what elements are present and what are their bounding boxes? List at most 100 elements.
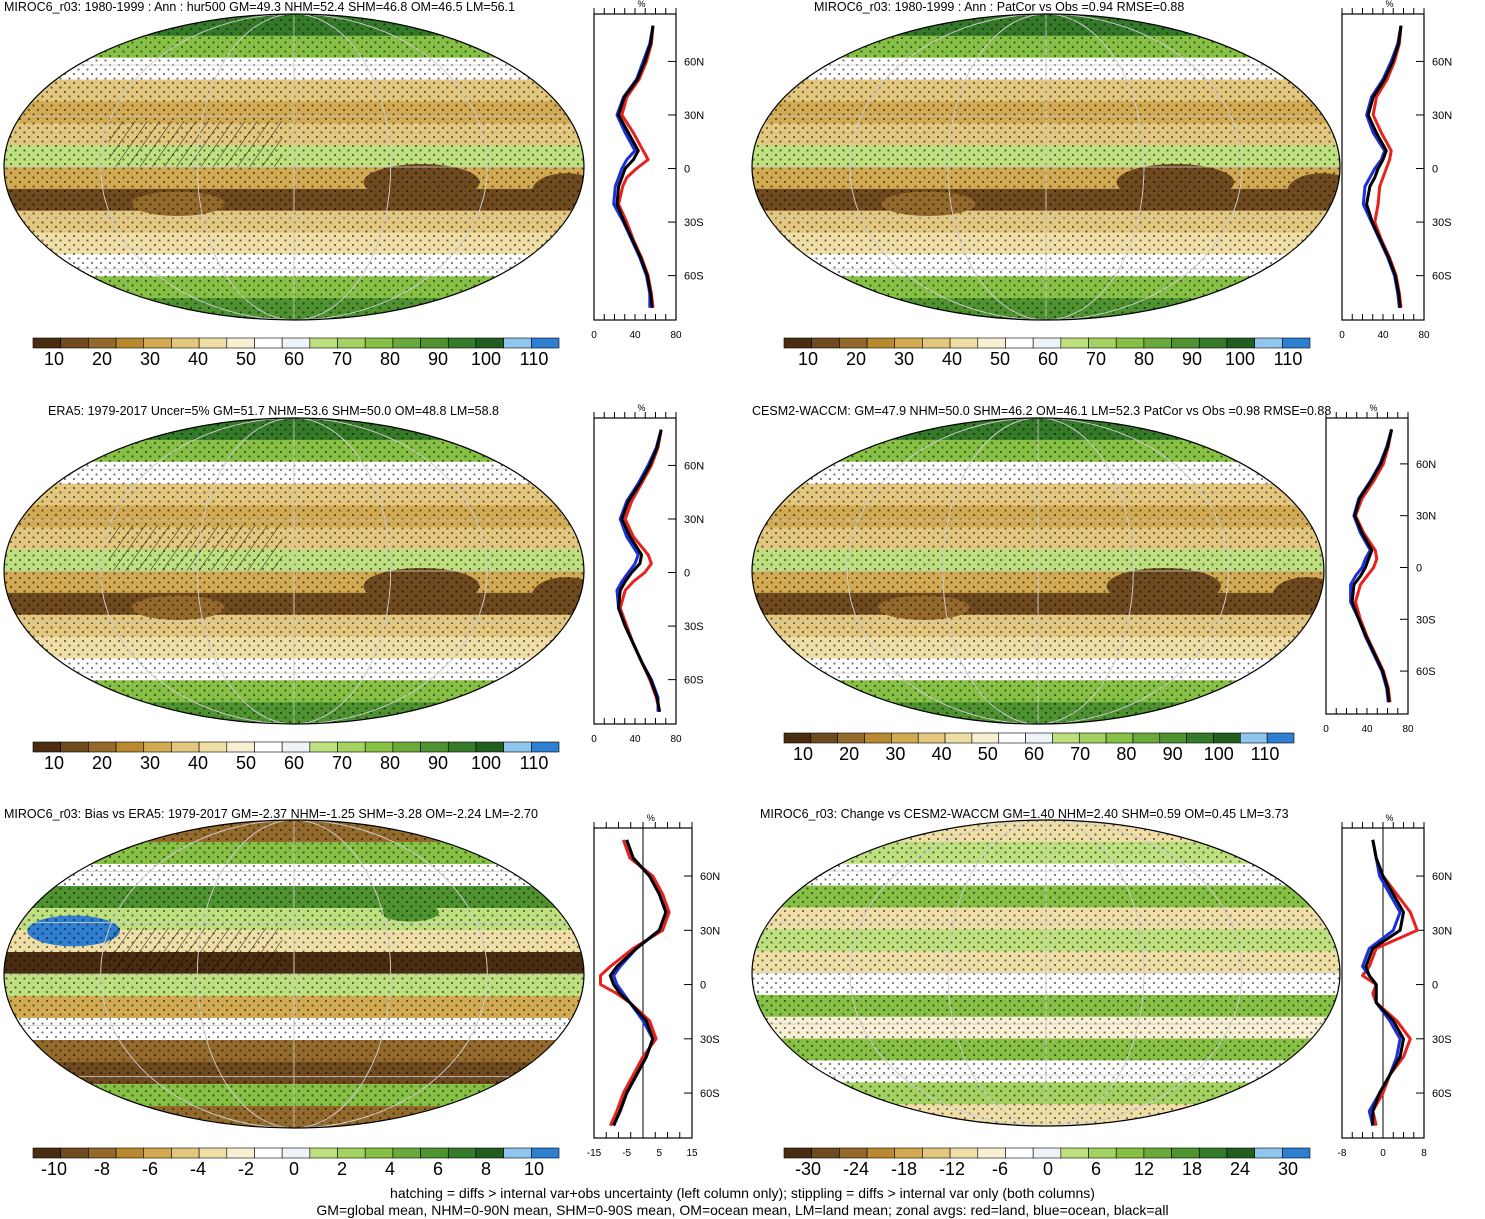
colorbar-swatch (1187, 733, 1214, 743)
colorbar-swatch (227, 338, 255, 348)
colorbar-swatch (88, 742, 116, 752)
zonal-x-tick-label: -15 (587, 1148, 602, 1159)
colorbar-label: 10 (44, 753, 64, 773)
zonal-x-tick-label: 80 (670, 734, 682, 745)
colorbar-label: 70 (332, 753, 352, 773)
colorbar-swatch (504, 742, 532, 752)
colorbar-swatch (1240, 733, 1267, 743)
colorbar-label: 70 (1086, 349, 1106, 369)
colorbar-label: 100 (1204, 744, 1234, 764)
colorbar-swatch (310, 1148, 338, 1158)
colorbar-swatch (1026, 733, 1053, 743)
colorbar-label: 110 (520, 753, 549, 773)
zonal-x-tick-label: 0 (591, 330, 597, 341)
zonal-lat-label: 60S (684, 271, 704, 283)
colorbar-swatch (61, 1148, 89, 1158)
zonal-lat-label: 30S (1416, 614, 1436, 626)
colorbar-swatch (867, 1148, 895, 1158)
colorbar-swatch (88, 1148, 116, 1158)
colorbar-swatch (338, 1148, 366, 1158)
colorbar-swatch (918, 733, 945, 743)
colorbar-swatch (199, 742, 227, 752)
colorbar-swatch (254, 742, 282, 752)
zonal-lat-label: 30N (1416, 511, 1436, 523)
zonal-lat-label: 30S (1432, 1034, 1452, 1046)
colorbar-swatch (1172, 1148, 1200, 1158)
colorbar-label: 30 (894, 349, 914, 369)
colorbar-swatch (171, 1148, 199, 1158)
colorbar-label: -18 (891, 1159, 917, 1179)
colorbar-label: 80 (1134, 349, 1154, 369)
map-hatching (108, 928, 282, 974)
colorbar-swatch (950, 338, 978, 348)
colorbar-swatch (812, 1148, 840, 1158)
colorbar-swatch (476, 1148, 504, 1158)
zonal-lat-label: 30S (684, 621, 704, 633)
colorbar-swatch (1052, 733, 1079, 743)
colorbar-swatch (88, 338, 116, 348)
colorbar-swatch (978, 1148, 1006, 1158)
colorbar-swatch (310, 338, 338, 348)
zonal-lat-label: 30S (700, 1034, 720, 1046)
colorbar-swatch (1089, 1148, 1117, 1158)
colorbar-label: 6 (1091, 1159, 1101, 1179)
zonal-unit-label: % (1370, 403, 1378, 413)
zonal-lat-label: 30N (700, 925, 720, 937)
colorbar-swatch (784, 338, 812, 348)
zonal-unit-label: % (647, 813, 655, 823)
colorbar-swatch (1089, 338, 1117, 348)
colorbar-label: 20 (839, 744, 859, 764)
colorbar-swatch (838, 733, 865, 743)
colorbar-swatch (531, 1148, 559, 1158)
colorbar-label: -30 (795, 1159, 821, 1179)
colorbar-label: 100 (1225, 349, 1255, 369)
zonal-lat-label: 0 (684, 164, 690, 176)
colorbar-label: 10 (798, 349, 818, 369)
colorbar-swatch (365, 338, 393, 348)
colorbar-swatch (393, 1148, 421, 1158)
colorbar-label: 30 (885, 744, 905, 764)
colorbar-swatch (1061, 1148, 1089, 1158)
zonal-x-tick-label: -8 (1338, 1148, 1347, 1159)
colorbar-label: -4 (190, 1159, 206, 1179)
colorbar-label: 8 (481, 1159, 491, 1179)
colorbar-swatch (895, 338, 923, 348)
colorbar-swatch (282, 338, 310, 348)
colorbar-swatch (421, 338, 449, 348)
map-panel-4 (4, 820, 584, 1129)
zonal-curve-ocean (1351, 429, 1392, 702)
colorbar-label: -24 (843, 1159, 869, 1179)
zonal-x-tick-label: 0 (1339, 330, 1345, 341)
colorbar-label: 60 (1038, 349, 1058, 369)
colorbar-swatch (1005, 338, 1033, 348)
colorbar-swatch (116, 338, 144, 348)
colorbar-label: 40 (188, 349, 208, 369)
colorbar-swatch (504, 1148, 532, 1158)
zonal-x-tick-label: 80 (670, 330, 682, 341)
zonal-lat-label: 30N (1432, 925, 1452, 937)
colorbar-swatch (61, 338, 89, 348)
map-hatching (108, 121, 282, 167)
colorbar-swatch (1267, 733, 1294, 743)
footer-note-1: hatching = diffs > internal var+obs unce… (0, 1185, 1485, 1202)
colorbar-swatch (1199, 338, 1227, 348)
colorbar-swatch (227, 742, 255, 752)
colorbar-swatch (1172, 338, 1200, 348)
colorbar-label: 20 (92, 349, 112, 369)
colorbar-swatch (784, 1148, 812, 1158)
colorbar-swatch (1255, 338, 1283, 348)
colorbar-swatch (895, 1148, 923, 1158)
zonal-lat-label: 30N (684, 514, 704, 526)
colorbar-swatch (1033, 1148, 1061, 1158)
colorbar-swatch (891, 733, 918, 743)
colorbar-swatch (531, 742, 559, 752)
colorbar-swatch (1255, 1148, 1283, 1158)
colorbar-swatch (1116, 1148, 1144, 1158)
colorbar-swatch (1199, 1148, 1227, 1158)
zonal-lat-label: 0 (684, 568, 690, 580)
colorbar-swatch (950, 1148, 978, 1158)
